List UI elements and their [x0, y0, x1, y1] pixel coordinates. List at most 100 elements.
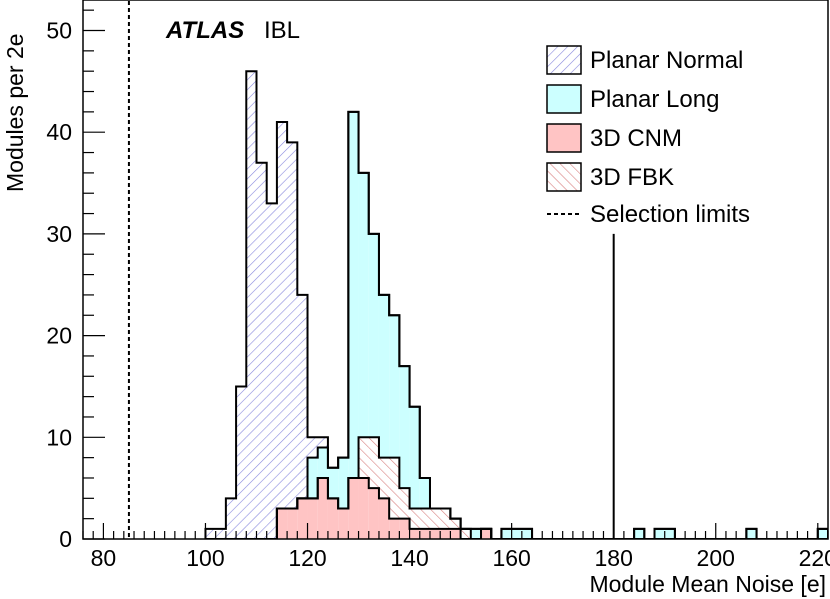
x-tick-label-160: 160 [492, 545, 530, 571]
bar-3d-fbk-150 [460, 528, 471, 539]
bar-3d-cnm-136 [389, 518, 400, 539]
legend-swatch-3d-fbk [546, 162, 582, 192]
y-tick-label-0: 0 [59, 526, 72, 552]
legend: Planar Normal Planar Long 3D CNM 3D FBK … [546, 45, 750, 228]
y-tick-label-50: 50 [46, 18, 72, 44]
x-tick-label-180: 180 [594, 545, 632, 571]
x-tick-label-140: 140 [390, 545, 428, 571]
legend-label-3d-cnm: 3D CNM [590, 125, 682, 152]
y-tick-label-10: 10 [46, 424, 72, 450]
bar-planar-normal-112 [266, 203, 277, 539]
bar-3d-cnm-148 [450, 528, 461, 539]
bar-planar-normal-114 [276, 122, 288, 509]
bar-planar-long-124 [327, 467, 339, 499]
bar-3d-cnm-154 [481, 528, 492, 539]
histogram-outlines [204, 70, 828, 539]
bar-planar-long-158 [501, 528, 512, 539]
x-tick-label-100: 100 [186, 545, 224, 571]
bar-planar-long-120 [307, 457, 318, 499]
bar-3d-fbk-142 [419, 508, 430, 529]
bar-3d-cnm-114 [276, 508, 288, 539]
bar-planar-normal-102 [215, 528, 226, 539]
bar-planar-normal-110 [256, 162, 267, 539]
y-tick-label-30: 30 [46, 221, 72, 247]
bar-3d-fbk-148 [450, 518, 461, 529]
bar-planar-long-162 [521, 528, 533, 539]
bar-3d-cnm-146 [440, 528, 451, 539]
bar-planar-long-190 [664, 528, 675, 539]
bar-3d-cnm-122 [317, 477, 328, 539]
bar-planar-normal-116 [287, 142, 298, 509]
x-tick-label-80: 80 [91, 545, 117, 571]
plot-frame [82, 0, 829, 540]
legend-label-selection-limits: Selection limits [590, 201, 750, 228]
bar-3d-cnm-128 [348, 477, 359, 539]
bar-planar-normal-100 [205, 528, 216, 539]
bar-planar-long-160 [511, 528, 522, 539]
bar-3d-fbk-136 [389, 457, 400, 519]
bar-3d-fbk-146 [440, 508, 451, 529]
legend-swatch-3d-cnm [546, 123, 582, 153]
bar-planar-normal-118 [297, 294, 308, 499]
legend-label-planar-normal: Planar Normal [590, 47, 743, 74]
selection-limit-lines [127, 1, 615, 539]
bar-planar-long-128 [348, 111, 359, 478]
legend-label-planar-long: Planar Long [590, 86, 719, 113]
bar-3d-fbk-134 [378, 457, 390, 499]
outline-planar-normal [204, 70, 828, 539]
x-tick-label-220: 220 [799, 545, 830, 571]
bar-3d-cnm-140 [409, 528, 420, 539]
bar-planar-long-220 [817, 528, 828, 539]
legend-swatch-planar-normal [546, 45, 582, 75]
bar-3d-cnm-116 [287, 508, 298, 539]
histogram-bars [205, 71, 828, 539]
x-tick-label-120: 120 [288, 545, 326, 571]
bar-planar-long-206 [746, 528, 757, 539]
bar-planar-long-126 [338, 457, 349, 509]
bar-planar-long-138 [399, 366, 410, 489]
bar-3d-fbk-132 [368, 437, 379, 489]
atlas-label-suffix: IBL [264, 17, 300, 44]
bar-planar-long-132 [368, 233, 379, 438]
bar-planar-normal-122 [317, 437, 328, 448]
bar-planar-long-188 [654, 528, 665, 539]
bar-planar-normal-108 [246, 71, 257, 539]
bar-3d-cnm-142 [419, 528, 430, 539]
bar-planar-long-134 [378, 294, 390, 458]
bar-3d-cnm-144 [429, 528, 441, 539]
bar-planar-normal-104 [225, 498, 237, 539]
legend-label-3d-fbk: 3D FBK [590, 164, 674, 191]
bar-3d-fbk-140 [409, 508, 420, 529]
bar-3d-fbk-144 [429, 508, 441, 529]
bar-3d-cnm-124 [327, 498, 339, 539]
y-axis-ticks: 0 10 20 30 40 50 [46, 9, 105, 552]
bar-planar-long-184 [634, 528, 645, 539]
bar-3d-fbk-130 [358, 437, 369, 478]
x-axis-ticks: 80 100 120 140 160 180 200 220 [82, 523, 830, 571]
bar-3d-fbk-138 [399, 488, 410, 519]
bar-3d-cnm-134 [378, 498, 390, 539]
x-tick-label-200: 200 [697, 545, 735, 571]
y-axis-title: Modules per 2e [2, 33, 28, 192]
x-axis-title: Module Mean Noise [e] [589, 571, 826, 597]
atlas-label-experiment: ATLAS [165, 17, 244, 44]
bar-3d-cnm-130 [358, 477, 369, 539]
bar-planar-long-136 [389, 315, 400, 458]
bar-3d-cnm-120 [307, 498, 318, 539]
bar-planar-normal-106 [236, 386, 247, 539]
bar-planar-long-142 [419, 477, 430, 509]
bar-3d-cnm-126 [338, 508, 349, 539]
bar-planar-long-140 [409, 406, 420, 509]
legend-swatch-planar-long [546, 84, 582, 114]
bar-planar-normal-120 [307, 437, 318, 458]
bar-3d-cnm-138 [399, 518, 410, 539]
y-tick-label-20: 20 [46, 323, 72, 349]
y-tick-label-40: 40 [46, 119, 72, 145]
bar-planar-long-152 [470, 528, 482, 539]
bar-planar-long-122 [317, 447, 328, 478]
bar-3d-cnm-132 [368, 488, 379, 539]
atlas-label: ATLAS IBL [165, 17, 300, 44]
bar-3d-cnm-118 [297, 498, 308, 539]
bar-planar-long-130 [358, 172, 369, 438]
